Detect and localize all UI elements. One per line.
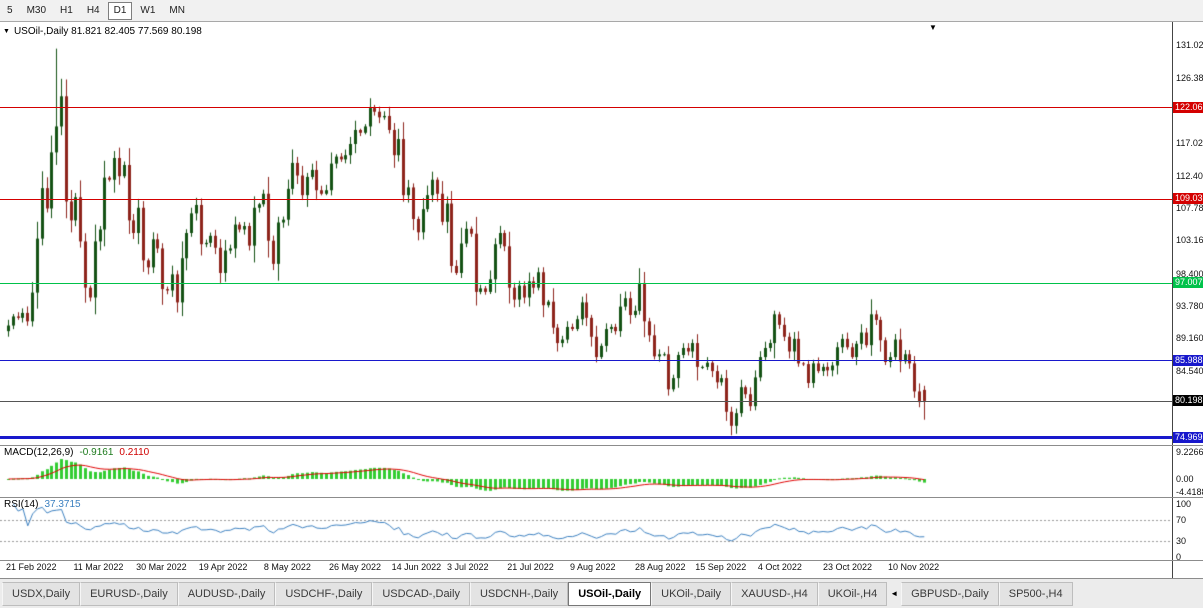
time-axis[interactable]: 21 Feb 2022 11 Mar 2022 30 Mar 2022 19 Apr … [0,561,1172,577]
time-axis-label: 15 Sep 2022 [695,562,747,572]
rsi-axis-tick: 30 [1176,536,1187,547]
time-axis-label: 21 Feb 2022 [6,562,57,572]
chart-canvas[interactable] [0,22,1203,578]
price-axis-tick: 112.400 [1176,170,1203,181]
time-axis-label: 11 Mar 2022 [73,562,124,572]
symbol-tab-USDCNH-Daily[interactable]: USDCNH-,Daily [469,581,569,606]
timeframe-button-D1[interactable]: D1 [107,1,133,20]
price-level-badge: 85.988 [1173,354,1203,366]
price-level-badge: 109.03 [1173,193,1203,205]
symbol-tabbar: USDX,Daily EURUSD-,Daily AUDUSD-,Daily USDC… [0,578,1203,608]
symbol-tab-USOil-Daily[interactable]: USOil-,Daily [568,581,652,606]
price-axis-tick: 126.380 [1176,72,1203,83]
timeframe-button-H1[interactable]: H1 [60,4,73,16]
price-level-badge: 122.06 [1173,101,1203,113]
symbol-tab-XAUUSD-H4[interactable]: XAUUSD-,H4 [731,581,818,606]
macd-name: MACD(12,26,9) [4,447,74,458]
time-axis-label: 26 May 2022 [328,562,381,572]
symbol-tab-SP500-H4[interactable]: SP500-,H4 [998,581,1073,606]
price-axis[interactable]: 131.020 126.380 117.020 112.400 107.780 103.1… [1172,0,1203,608]
chart-title: ▼ USOil-,Daily 81.821 82.405 77.569 80.1… [3,26,202,37]
symbol-tab-EURUSD-Daily[interactable]: EURUSD-,Daily [80,581,178,606]
rsi-indicator-label: RSI(14) 37.3715 [4,499,81,510]
symbol-tab-USDX-Daily[interactable]: USDX,Daily [2,581,81,606]
time-axis-label: 10 Nov 2022 [888,562,940,572]
macd-panel-divider[interactable] [0,445,1203,446]
price-axis-tick: 103.160 [1176,235,1203,246]
symbol-tab-USDCAD-Daily[interactable]: USDCAD-,Daily [372,581,470,606]
chart-title-text: USOil-,Daily 81.821 82.405 77.569 80.198 [13,26,202,37]
price-level-badge: 80.198 [1173,395,1203,407]
time-axis-divider [0,560,1203,561]
timeframe-button-H4[interactable]: H4 [86,4,100,16]
rsi-value: 37.3715 [44,499,81,510]
rsi-axis-tick: 100 [1176,499,1192,509]
price-axis-tick: 107.780 [1176,202,1203,213]
timeframe-button-M30[interactable]: M30 [26,4,47,16]
rsi-axis-tick: 0 [1176,552,1182,562]
rsi-axis-tick: 70 [1176,514,1187,525]
price-axis-tick: 93.780 [1176,301,1203,312]
time-axis-label: 30 Mar 2022 [136,562,187,572]
time-axis-label: 28 Aug 2022 [635,562,686,572]
macd-axis-tick: -4.4188 [1176,486,1203,497]
timeframe-toolbar: 5 M30 H1 H4 D1 W1 MN [0,0,1203,22]
timeframe-button-MN[interactable]: MN [169,4,185,16]
macd-axis-tick: 0.00 [1176,474,1194,484]
macd-value: -0.9161 [79,447,114,458]
price-axis-tick: 84.540 [1176,365,1203,376]
time-axis-label: 14 Jun 2022 [391,562,442,572]
time-axis-label: 9 Aug 2022 [569,562,616,572]
chart-shift-marker-icon[interactable]: ▼ [929,23,937,32]
timeframe-button-5[interactable]: 5 [7,4,13,16]
symbol-tab-AUDUSD-Daily[interactable]: AUDUSD-,Daily [177,581,276,606]
chart-collapse-icon[interactable]: ▼ [3,28,10,35]
symbol-tab-UKOil-Daily[interactable]: UKOil-,Daily [651,581,732,606]
time-axis-label: 21 Jul 2022 [507,562,554,572]
time-axis-label: 8 May 2022 [263,562,311,572]
price-level-badge: 97.007 [1173,277,1203,289]
price-axis-tick: 98.400 [1176,268,1203,279]
time-axis-label: 4 Oct 2022 [757,562,802,572]
timeframe-button-W1[interactable]: W1 [140,4,156,16]
price-level-badge: 74.969 [1173,431,1203,443]
rsi-name: RSI(14) [4,499,39,510]
time-axis-label: 3 Jul 2022 [447,562,489,572]
symbol-tab-UKOil-H4[interactable]: UKOil-,H4 [817,581,888,606]
time-axis-label: 19 Apr 2022 [198,562,248,572]
symbol-tab-USDCHF-Daily[interactable]: USDCHF-,Daily [275,581,373,606]
price-axis-line [1172,22,1173,578]
macd-indicator-label: MACD(12,26,9) -0.9161 0.2110 [4,447,149,458]
macd-signal-value: 0.2110 [119,447,150,458]
rsi-panel-divider[interactable] [0,497,1203,498]
tab-scroll-left-icon[interactable]: ◄ [890,589,899,598]
price-axis-tick: 89.160 [1176,333,1203,344]
price-axis-tick: 131.020 [1176,40,1203,50]
price-axis-tick: 117.020 [1176,138,1203,149]
symbol-tab-GBPUSD-Daily[interactable]: GBPUSD-,Daily [901,581,999,606]
time-axis-label: 23 Oct 2022 [822,562,873,572]
macd-axis-tick: 9.2266 [1176,446,1203,457]
